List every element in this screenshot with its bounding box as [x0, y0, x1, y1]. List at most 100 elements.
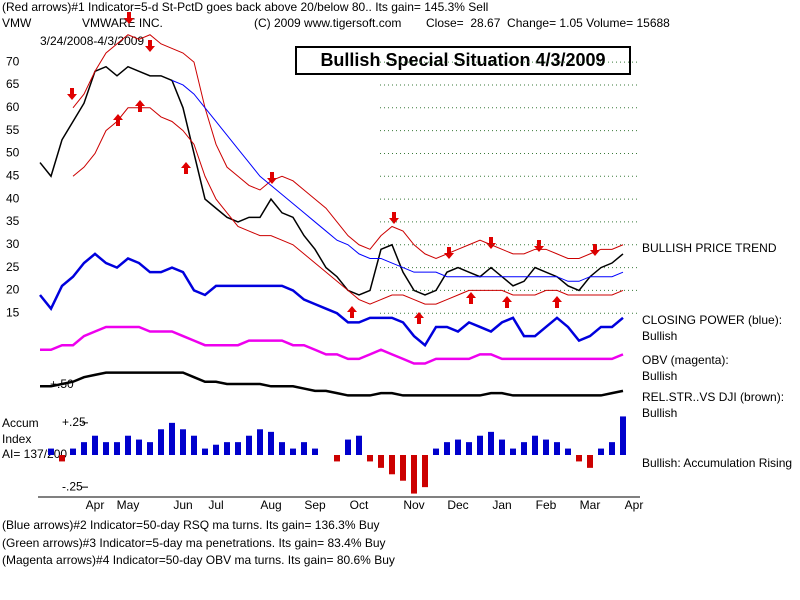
accum-bar [48, 448, 54, 455]
series-line [72, 107, 624, 305]
accum-bar [268, 431, 274, 455]
accum-bar [158, 429, 164, 455]
chart-title: Bullish Special Situation 4/3/2009 [320, 50, 605, 70]
accum-bar [224, 442, 230, 455]
accum-bar [576, 455, 582, 462]
y-tick-label: 50 [6, 146, 20, 160]
series-line [40, 325, 624, 365]
series-line [171, 79, 624, 282]
y-tick-label: 70 [6, 54, 20, 68]
annotation: Bullish [642, 329, 677, 343]
accum-bar [202, 448, 208, 455]
footer-line: (Blue arrows)#2 Indicator=50-day RSQ ma … [2, 518, 380, 532]
x-tick-label: Apr [86, 498, 105, 512]
accum-bar [191, 435, 197, 455]
y-tick-label: 35 [6, 214, 20, 228]
date-range: 3/24/2008-4/3/2009 [40, 34, 144, 48]
accum-bar [103, 442, 109, 455]
accum-bar [345, 439, 351, 455]
accum-bar [334, 455, 340, 462]
series-line [39, 252, 624, 348]
x-tick-label: Feb [536, 498, 557, 512]
series-line [39, 65, 624, 296]
ticker: VMW [2, 16, 32, 30]
accum-bar [290, 448, 296, 455]
accum-bar [510, 448, 516, 455]
x-tick-label: May [117, 498, 140, 512]
annotation: Bullish [642, 369, 677, 383]
x-tick-label: Jun [173, 498, 192, 512]
accum-bar [466, 442, 472, 455]
x-tick-label: Oct [350, 498, 369, 512]
accum-bar [356, 435, 362, 455]
copyright: (C) 2009 www.tigersoft.com [254, 16, 401, 30]
accum-bar [378, 455, 384, 468]
accum-bar [422, 455, 428, 488]
accum-bar [279, 442, 285, 455]
accum-bar [598, 448, 604, 455]
accum-bar [609, 442, 615, 455]
accum-bar [70, 448, 76, 455]
accum-bar [81, 442, 87, 455]
y-tick-label: 20 [6, 283, 20, 297]
footer-line: (Green arrows)#3 Indicator=5-day ma pene… [2, 536, 386, 550]
x-tick-label: Mar [580, 498, 601, 512]
accum-bar [136, 439, 142, 455]
accum-bar [499, 439, 505, 455]
accum-bar [246, 435, 252, 455]
y-tick-label: 40 [6, 191, 20, 205]
accum-bar [257, 429, 263, 455]
series-line [72, 34, 624, 260]
company: VMWARE INC. [82, 16, 163, 30]
accum-bar [455, 439, 461, 455]
x-tick-label: Dec [447, 498, 468, 512]
title-box [295, 46, 631, 75]
accum-bar [532, 435, 538, 455]
accum-bar [147, 442, 153, 455]
y2-tick-label: +.25 [62, 415, 86, 429]
accum-bar [433, 448, 439, 455]
accum-bar [125, 435, 131, 455]
accum-bar [554, 442, 560, 455]
accum-bar [169, 422, 175, 455]
y-tick-label: 45 [6, 168, 20, 182]
annotation: Bullish: Accumulation Rising [642, 456, 792, 470]
series-line [40, 371, 624, 397]
accum-bar [92, 435, 98, 455]
accum-bar [59, 455, 65, 462]
y-tick-label: 25 [6, 260, 20, 274]
annotation: OBV (magenta): [642, 353, 729, 367]
y2-tick-label: -.25 [62, 479, 83, 493]
x-tick-label: Jan [492, 498, 511, 512]
accum-bar [114, 442, 120, 455]
accum-bar [411, 455, 417, 494]
x-tick-label: Apr [625, 498, 644, 512]
accum-bar [180, 429, 186, 455]
accum-bar [389, 455, 395, 475]
y-tick-label: 15 [6, 305, 20, 319]
accum-bar [565, 448, 571, 455]
accum-bar [301, 442, 307, 455]
accum-bar [521, 442, 527, 455]
x-tick-label: Nov [403, 498, 424, 512]
annotation: CLOSING POWER (blue): [642, 313, 782, 327]
accum-bar [488, 431, 494, 455]
annotation: Bullish [642, 406, 677, 420]
quote: Close= 28.67 Change= 1.05 Volume= 15688 [426, 16, 670, 30]
x-tick-label: Sep [304, 498, 326, 512]
accum-bar [444, 442, 450, 455]
accum-bar [213, 444, 219, 455]
accum-bar [543, 439, 549, 455]
accum-bar [400, 455, 406, 481]
y-tick-label: 60 [6, 100, 20, 114]
accum-bar [620, 416, 626, 455]
accum-bar [312, 448, 318, 455]
x-tick-label: Jul [208, 498, 223, 512]
accum-bar [587, 455, 593, 468]
accum-bar [235, 442, 241, 455]
y-tick-label: 55 [6, 123, 20, 137]
footer-line: (Magenta arrows)#4 Indicator=50-day OBV … [2, 553, 395, 567]
y-tick-label: 30 [6, 237, 20, 251]
header-line: (Red arrows)#1 Indicator=5-d St-PctD goe… [2, 0, 488, 14]
